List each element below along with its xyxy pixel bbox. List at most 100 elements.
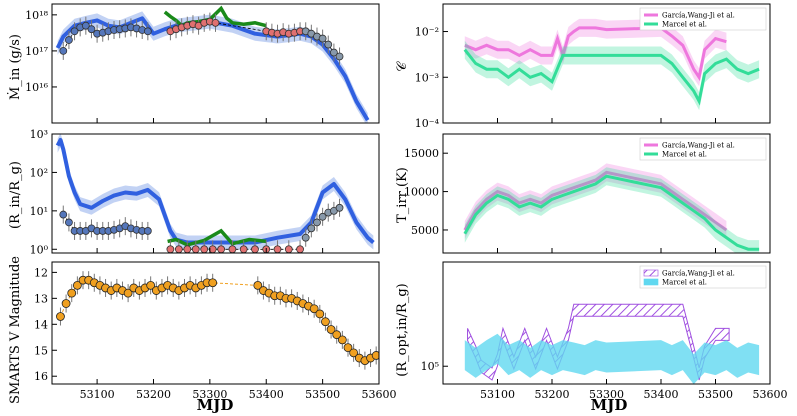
- series-vmag-orange-point: [253, 280, 263, 290]
- ytick-label-vmag: 15: [34, 344, 48, 357]
- series-mdot-circles_blue-point: [65, 36, 73, 44]
- series-rin-circles_salmon-point: [239, 245, 248, 253]
- series-mdot-circles_gray-point: [324, 40, 333, 49]
- xlabel-left: MJD: [197, 396, 234, 414]
- legend-label-tirr: Marcel et al.: [662, 151, 707, 159]
- series-c-pink: [464, 26, 727, 82]
- xtick-label-ropt: 53400: [644, 388, 679, 401]
- frame-mdot: [51, 3, 380, 124]
- ytick-label-mdot: 10¹⁶: [25, 81, 48, 94]
- series-mdot-circles_blue-point: [143, 27, 152, 36]
- plot-area-ropt: [464, 303, 760, 384]
- series-vmag-orange-point: [343, 343, 353, 353]
- legend-tirr: [639, 137, 767, 161]
- series-vmag-orange-point: [309, 304, 319, 314]
- xtick-label-ropt: 53600: [753, 388, 788, 401]
- frame-rin: [51, 133, 380, 254]
- series-rin-circles_salmon-point: [174, 245, 183, 253]
- series-vmag-orange-point: [146, 280, 156, 290]
- ytick-label-c: 10⁻²: [415, 26, 439, 39]
- series-rin-circles_blue-point: [143, 227, 152, 235]
- legend-swatch-ropt: [643, 269, 659, 277]
- legend-label-ropt: Marcel et al.: [662, 279, 707, 287]
- series-vmag-orange-point: [315, 309, 325, 319]
- ylabel-c: 𝒞: [395, 61, 410, 72]
- series-tirr-teal: [463, 174, 760, 251]
- series-vmag-orange-point: [61, 299, 71, 308]
- series-c-teal: [463, 48, 760, 106]
- panel-c: 10⁻⁴ 10⁻³ 10⁻² García,Wang-Ji et al.Marcel …: [415, 3, 771, 130]
- ytick-label-rin: 10³: [30, 128, 48, 141]
- ytick-label-rin: 10⁰: [30, 243, 49, 256]
- series-rin-circles_salmon-point: [273, 245, 282, 253]
- series-mdot-circles_gray-point: [318, 34, 327, 43]
- ylabel-rin: (R_in/R_g): [8, 161, 23, 229]
- series-mdot-circles_gray-point: [335, 52, 344, 61]
- series-tirr-teal-band: [464, 167, 760, 253]
- legend-label-c: García,Wang-Ji et al.: [662, 12, 735, 20]
- series-vmag-orange-point: [326, 325, 336, 334]
- ytick-label-tirr: 5000: [411, 224, 439, 237]
- series-vmag-orange-point: [371, 351, 379, 360]
- series-rin-circles_gray-point: [313, 218, 321, 227]
- series-vmag-orange-point: [349, 348, 359, 358]
- ytick-label-vmag: 12: [34, 266, 48, 279]
- legend-label-tirr: García,Wang-Ji et al.: [662, 142, 735, 150]
- ytick-label-vmag: 16: [34, 370, 48, 383]
- series-rin-circles_gray-point: [301, 233, 310, 242]
- ytick-label-vmag: 13: [34, 292, 48, 305]
- xtick-label-ropt: 53500: [698, 388, 733, 401]
- xtick-label-vmag: 53500: [305, 388, 340, 401]
- series-vmag-orange-point: [208, 278, 218, 288]
- xtick-label-vmag: 53600: [362, 388, 397, 401]
- ytick-label-rin: 10²: [30, 166, 48, 179]
- series-vmag-orange-point: [332, 330, 342, 340]
- series-rin-circles_salmon-point: [284, 245, 293, 253]
- series-mdot-circles_gray-point: [329, 48, 338, 57]
- series-rin-circles_gray-point: [335, 203, 344, 212]
- series-ropt-cyan_band: [464, 333, 760, 384]
- legend-c: [639, 7, 767, 31]
- series-rin-blue: [55, 138, 375, 245]
- series-vmag-orange-point: [321, 317, 330, 327]
- series-mdot-blue-band: [57, 11, 368, 123]
- ylabel-vmag: SMARTS V Magnitude: [8, 256, 23, 404]
- series-rin-circles_gray-point: [318, 212, 327, 221]
- series-rin-green: [167, 228, 267, 247]
- xtick-label-ropt: 53300: [589, 388, 624, 401]
- series-rin-circles_salmon-point: [296, 245, 304, 253]
- panel-vmag: 12 13 14 15 16 53100 53200 53300 53400 53500 53600: [34, 261, 397, 401]
- panel-rin: 10⁰ 10¹ 10² 10³: [30, 128, 380, 256]
- frame-vmag: [51, 261, 380, 385]
- series-tirr-pink: [463, 170, 728, 232]
- series-rin-circles_salmon-point: [217, 245, 226, 253]
- xlabel-right: MJD: [591, 396, 628, 414]
- series-rin-circles_gray-point: [307, 224, 316, 233]
- series-vmag-orange-point: [123, 288, 133, 298]
- plot-area-rin: [55, 134, 375, 253]
- series-mdot-circles_salmon-point: [211, 18, 220, 27]
- series-mdot-circles_blue-point: [87, 25, 96, 34]
- xtick-label-ropt: 53200: [535, 388, 570, 401]
- plot-area-vmag: [56, 271, 379, 370]
- series-rin-circles_salmon-point: [183, 245, 192, 253]
- ytick-label-c: 10⁻⁴: [415, 117, 440, 130]
- series-rin-circles_salmon-point: [251, 245, 259, 253]
- xtick-label-vmag: 53300: [192, 388, 227, 401]
- ytick-label-tirr: 15000: [404, 147, 439, 160]
- series-vmag-orange-point: [56, 312, 65, 321]
- ylabel-mdot: Ṁ_in (g/s): [6, 34, 23, 100]
- series-mdot-circles_blue-point: [81, 21, 90, 30]
- series-c-pink-band: [464, 18, 727, 87]
- series-rin-circles_salmon-point: [191, 245, 200, 253]
- ytick-label-ropt: 10⁵: [421, 360, 439, 373]
- xtick-label-vmag: 53100: [80, 388, 115, 401]
- ytick-label-mdot: 10¹⁸: [25, 9, 48, 22]
- series-rin-circles_salmon-point: [166, 245, 175, 253]
- series-mdot-circles_blue-point: [59, 47, 68, 55]
- series-rin-circles_blue-point: [65, 218, 73, 227]
- series-rin-circles_salmon-point: [200, 245, 209, 253]
- series-mdot-circles_blue-point: [70, 27, 79, 36]
- ytick-label-mdot: 10¹⁷: [25, 45, 48, 58]
